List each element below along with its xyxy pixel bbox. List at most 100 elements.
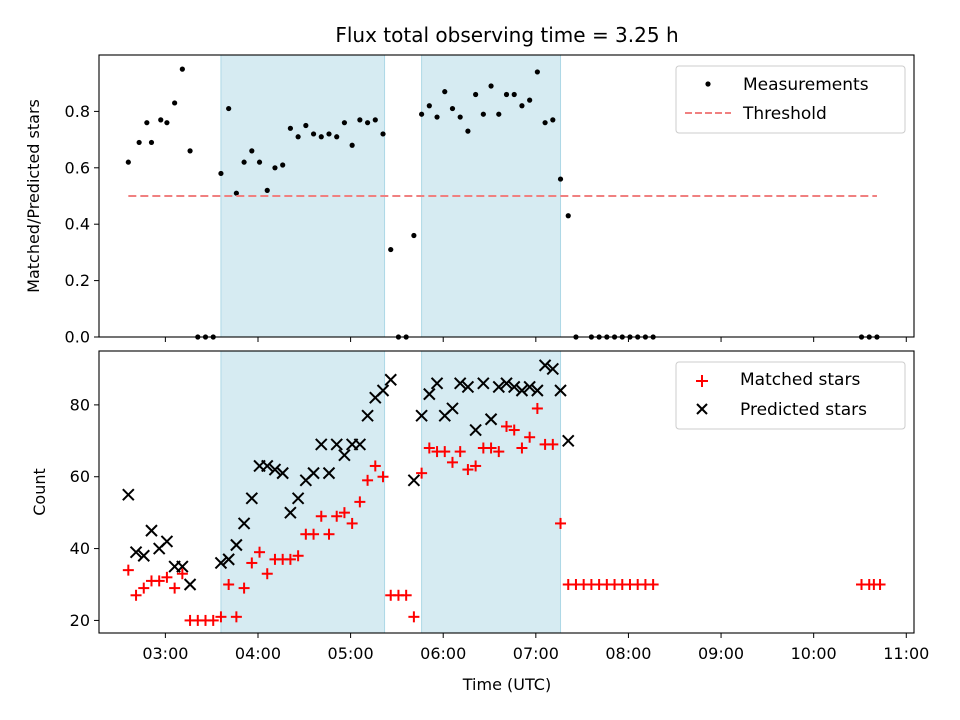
predicted-point-b	[284, 506, 297, 519]
ratio-y-axis-label: Matched/Predicted stars	[24, 99, 43, 293]
predicted-point-b	[407, 474, 421, 487]
observing-interval	[220, 350, 386, 634]
y-tick-label: 0.8	[65, 102, 90, 121]
predicted-point-b	[245, 492, 259, 505]
predicted-point	[515, 384, 529, 397]
predicted-point-b	[237, 517, 251, 530]
predicted-point	[407, 474, 421, 487]
measurement-point	[480, 111, 486, 117]
matched-point	[169, 582, 181, 594]
predicted-point	[469, 423, 482, 437]
measurement-point	[449, 105, 456, 112]
measurement-point	[380, 131, 386, 137]
predicted-point	[261, 459, 274, 473]
measurement-point	[364, 120, 371, 126]
matched-point	[338, 507, 350, 519]
predicted-point-b	[423, 387, 436, 401]
predicted-point-b	[384, 373, 397, 386]
predicted-point-b	[276, 466, 289, 480]
predicted-point-b	[469, 423, 482, 437]
predicted-point-b	[477, 377, 490, 390]
predicted-point	[230, 538, 243, 552]
predicted-point-b	[261, 459, 274, 473]
observing-intervals	[220, 350, 562, 634]
measurement-point	[341, 120, 348, 126]
predicted-point	[430, 377, 444, 390]
predicted-point-b	[353, 438, 367, 451]
predicted-point	[222, 553, 235, 566]
predicted-point	[562, 434, 575, 448]
x-tick-label: 08:00	[605, 644, 651, 663]
predicted-point-b	[376, 384, 390, 397]
matched-point	[230, 611, 242, 623]
predicted-point-b	[446, 402, 459, 415]
predicted-point	[353, 438, 367, 451]
y-tick-label: 0.0	[65, 328, 90, 347]
predicted-point-b	[546, 362, 560, 376]
matched-point	[555, 517, 567, 529]
count-axis-ticks: 20 40 60 80 03:00 04:00 05:00 06:00 07:00 08:00 09…	[70, 395, 930, 663]
predicted-point	[546, 362, 560, 376]
matched-point	[354, 496, 366, 508]
x-tick-label: 06:00	[420, 644, 466, 663]
count-y-axis-label: Count	[30, 468, 49, 516]
measurement-point	[503, 91, 510, 98]
measurement-point	[419, 111, 425, 117]
measurement-point	[249, 148, 255, 154]
predicted-point	[268, 463, 282, 476]
measurement-point	[272, 165, 278, 171]
matched-point	[416, 467, 428, 479]
predicted-point	[214, 556, 228, 570]
measurement-point	[241, 159, 247, 165]
predicted-point	[129, 545, 143, 559]
measurement-point	[280, 162, 286, 168]
predicted-point	[338, 448, 351, 462]
matched-point	[176, 568, 188, 580]
matched-point	[408, 611, 420, 623]
measurement-point	[295, 134, 301, 140]
matched-point	[362, 474, 374, 486]
ratio-plot-frame	[98, 54, 915, 338]
measurement-point	[527, 97, 533, 103]
legend-matched-label: Matched stars	[740, 370, 860, 390]
predicted-point	[284, 506, 297, 519]
measurement-point	[144, 120, 150, 126]
predicted-point-b	[500, 377, 513, 390]
predicted-point	[523, 380, 536, 394]
predicted-point-b	[137, 549, 150, 562]
measurement-point	[303, 122, 309, 129]
measurement-point	[218, 170, 224, 177]
measurement-point	[442, 89, 448, 95]
measurement-point	[519, 103, 525, 109]
matched-point	[524, 431, 536, 443]
predicted-point	[291, 492, 305, 505]
measurement-point	[411, 232, 417, 239]
matched-point	[254, 546, 266, 558]
predicted-point-b	[315, 438, 328, 451]
matched-point	[161, 571, 173, 583]
measurement-point	[264, 187, 270, 193]
y-tick-label: 0.2	[65, 271, 90, 290]
matched-point	[223, 579, 235, 591]
predicted-point	[183, 578, 197, 591]
predicted-point	[423, 387, 436, 401]
predicted-point-b	[222, 553, 235, 566]
predicted-point	[315, 438, 328, 451]
y-tick-label: 0.6	[65, 158, 90, 177]
predicted-point-b	[145, 524, 158, 537]
ratio-legend: Measurements Threshold	[675, 65, 906, 134]
y-tick-label: 60	[70, 467, 90, 486]
legend-predicted-marker	[696, 403, 708, 415]
matched-point	[153, 575, 165, 587]
predicted-point	[376, 384, 390, 397]
predicted-point	[531, 384, 544, 397]
predicted-point	[307, 466, 320, 480]
matched-point	[400, 589, 412, 601]
y-tick-label: 80	[70, 395, 90, 414]
predicted-point	[415, 409, 428, 422]
matched-point	[462, 464, 474, 476]
count-plot-frame	[98, 350, 915, 634]
measurement-point	[357, 117, 363, 123]
predicted-point-b	[330, 438, 343, 451]
